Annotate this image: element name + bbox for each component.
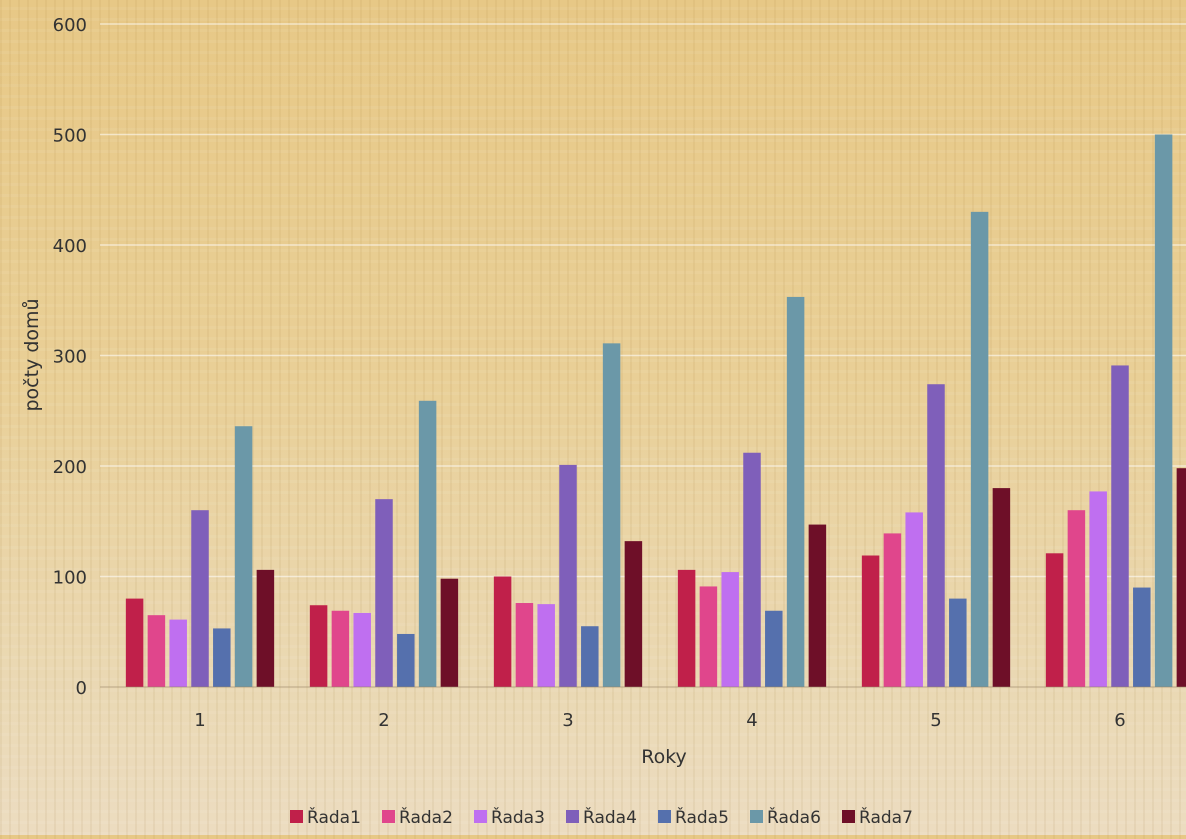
bar-Řada3-6	[1089, 491, 1107, 687]
bar-Řada2-4	[699, 586, 718, 687]
bar-Řada5-4	[765, 610, 783, 687]
y-tick-label: 500	[53, 126, 87, 147]
y-axis-ticks: 0 100 200 300 400 500 600	[53, 15, 87, 699]
bar-Řada4-5	[927, 384, 945, 687]
bar-Řada5-6	[1133, 587, 1151, 687]
bar-Řada2-2	[331, 610, 350, 687]
bar-Řada6-3	[602, 343, 621, 687]
legend-swatch	[474, 810, 487, 823]
bar-Řada2-3	[515, 603, 534, 687]
legend-swatch	[382, 810, 395, 823]
bar-Řada4-4	[743, 452, 761, 687]
bar-Řada7-6	[1176, 468, 1186, 687]
bar-Řada6-5	[970, 211, 989, 687]
y-tick-label: 0	[76, 678, 87, 699]
bar-Řada6-4	[786, 296, 805, 687]
bar-Řada4-6	[1111, 365, 1129, 687]
bars	[100, 134, 1186, 688]
bar-Řada5-2	[397, 633, 415, 687]
bar-Řada1-6	[1045, 553, 1064, 687]
y-axis-label: počty domů	[21, 298, 43, 411]
legend-label: Řada5	[675, 806, 729, 828]
bar-Řada6-2	[418, 400, 437, 687]
y-tick-label: 200	[53, 457, 87, 478]
x-axis-label: Roky	[641, 746, 687, 768]
bar-Řada7-1	[256, 569, 275, 687]
bar-Řada7-3	[624, 541, 643, 687]
legend-swatch	[290, 810, 303, 823]
bar-Řada5-1	[213, 628, 231, 687]
bar-Řada1-2	[309, 605, 328, 687]
bar-Řada1-1	[125, 598, 144, 687]
bar-Řada2-5	[883, 533, 902, 687]
legend-swatch	[750, 810, 763, 823]
legend-label: Řada6	[767, 806, 821, 828]
bar-Řada3-1	[169, 619, 187, 687]
bar-Řada3-4	[721, 572, 739, 687]
y-tick-label: 400	[53, 236, 87, 257]
bar-Řada2-1	[147, 615, 166, 687]
y-tick-label: 100	[53, 568, 87, 589]
bar-Řada1-4	[677, 569, 696, 687]
bar-Řada4-1	[191, 510, 209, 687]
gridlines	[100, 23, 1186, 578]
bar-Řada5-3	[581, 626, 599, 687]
bar-Řada7-2	[440, 578, 459, 687]
legend: Řada1 Řada2 Řada3 Řada4 Řada5 Řada6 Řada7	[290, 806, 913, 828]
legend-swatch	[842, 810, 855, 823]
x-tick-label: 4	[746, 710, 757, 731]
x-tick-label: 6	[1114, 710, 1125, 731]
bar-Řada4-2	[375, 499, 393, 687]
bar-Řada6-1	[234, 426, 253, 687]
x-axis-ticks: 1 2 3 4 5 6	[194, 710, 1125, 731]
x-tick-label: 5	[930, 710, 941, 731]
bar-Řada7-4	[808, 524, 827, 687]
bar-Řada7-5	[992, 488, 1011, 687]
legend-swatch	[566, 810, 579, 823]
bar-Řada1-5	[861, 555, 880, 687]
y-tick-label: 600	[53, 15, 87, 36]
bar-Řada6-6	[1154, 134, 1173, 687]
legend-label: Řada3	[491, 806, 545, 828]
bar-Řada5-5	[949, 598, 967, 687]
bar-Řada3-5	[905, 512, 923, 687]
legend-swatch	[658, 810, 671, 823]
x-tick-label: 2	[378, 710, 389, 731]
x-tick-label: 1	[194, 710, 205, 731]
legend-label: Řada7	[859, 806, 913, 828]
legend-label: Řada2	[399, 806, 453, 828]
bar-Řada1-3	[493, 576, 512, 687]
x-tick-label: 3	[562, 710, 573, 731]
legend-label: Řada1	[307, 806, 361, 828]
bar-Řada4-3	[559, 464, 577, 687]
legend-label: Řada4	[583, 806, 637, 828]
bar-Řada3-3	[537, 604, 555, 687]
y-tick-label: 300	[53, 347, 87, 368]
bar-Řada3-2	[353, 612, 371, 687]
bar-Řada2-6	[1067, 510, 1086, 687]
